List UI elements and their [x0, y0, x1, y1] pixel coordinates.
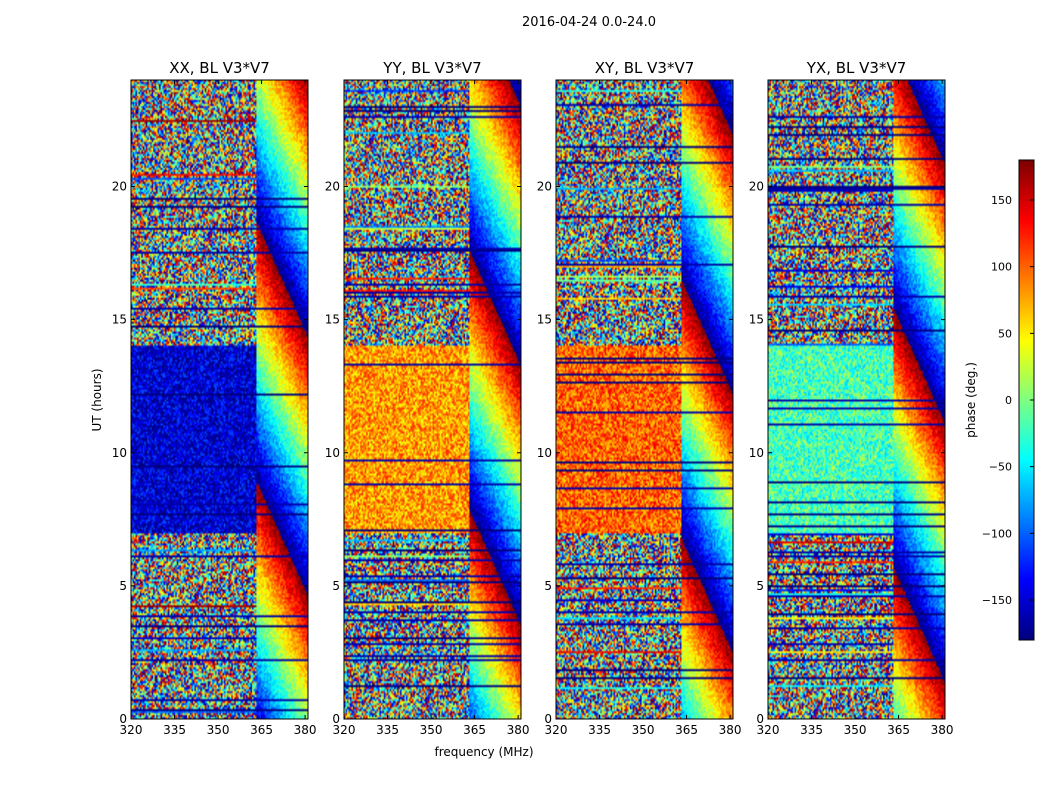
- panel-2: XY, BL V3*V7 320 335 350 365 380 0 5 10 15 20: [537, 59, 742, 737]
- axes-frame: [555, 79, 734, 720]
- y-tick-label: 0: [756, 712, 764, 726]
- axes-frame: [130, 79, 309, 720]
- x-tick-label: 350: [420, 723, 443, 737]
- axes-frame: [343, 79, 522, 720]
- y-tick-label: 0: [332, 712, 340, 726]
- panel-1: YY, BL V3*V7 320 335 350 365 380 0 5 10 15 20: [325, 59, 530, 737]
- y-tick-label: 5: [544, 579, 552, 593]
- x-tick-label: 365: [250, 723, 273, 737]
- y-tick-label: 0: [544, 712, 552, 726]
- y-tick-label: 10: [537, 446, 552, 460]
- heatmap-image: [768, 80, 945, 719]
- panel-title: XX, BL V3*V7: [169, 59, 270, 77]
- y-tick-label: 15: [325, 313, 340, 327]
- x-tick-label: 350: [632, 723, 655, 737]
- x-tick-label: 335: [588, 723, 611, 737]
- y-tick-label: 5: [332, 579, 340, 593]
- colorbar-gradient: [1019, 160, 1034, 640]
- y-tick-label: 10: [749, 446, 764, 460]
- y-tick-label: 5: [119, 579, 127, 593]
- colorbar-tick-label: 50: [998, 327, 1012, 340]
- x-tick-label: 380: [931, 723, 954, 737]
- x-tick-label: 335: [376, 723, 399, 737]
- x-tick-label: 365: [887, 723, 910, 737]
- panel-title: XY, BL V3*V7: [595, 59, 695, 77]
- figure-suptitle: 2016-04-24 0.0-24.0: [522, 15, 656, 30]
- colorbar-tick-label: −150: [982, 594, 1012, 607]
- heatmap-image: [131, 80, 308, 719]
- x-tick-label: 365: [463, 723, 486, 737]
- colorbar-label: phase (deg.): [964, 362, 978, 438]
- colorbar-tick-label: −100: [982, 527, 1012, 540]
- y-tick-label: 20: [749, 180, 764, 194]
- y-tick-label: 15: [112, 313, 127, 327]
- colorbar-tick-label: −50: [989, 461, 1012, 474]
- y-tick-label: 20: [112, 180, 127, 194]
- panel-title: YY, BL V3*V7: [382, 59, 481, 77]
- x-tick-label: 320: [757, 723, 780, 737]
- colorbar-tick-label: 0: [1005, 394, 1012, 407]
- y-tick-label: 15: [537, 313, 552, 327]
- colorbar-tick-label: 150: [991, 194, 1012, 207]
- y-tick-label: 10: [112, 446, 127, 460]
- x-tick-label: 335: [800, 723, 823, 737]
- y-axis-label: UT (hours): [90, 368, 104, 431]
- heatmap-image: [556, 80, 733, 719]
- heatmap-image: [344, 80, 521, 719]
- x-tick-label: 380: [719, 723, 742, 737]
- x-tick-label: 350: [844, 723, 867, 737]
- y-tick-label: 5: [756, 579, 764, 593]
- colorbar: phase (deg.) 150 100 50 0 −50 −100 −150: [964, 159, 1035, 641]
- y-tick-label: 20: [325, 180, 340, 194]
- x-tick-label: 365: [675, 723, 698, 737]
- x-tick-label: 320: [545, 723, 568, 737]
- panel-0: XX, BL V3*V7 320 335 350 365 380 0 5 10 15 20: [112, 59, 317, 737]
- x-tick-label: 380: [294, 723, 317, 737]
- y-tick-label: 20: [537, 180, 552, 194]
- y-tick-label: 0: [119, 712, 127, 726]
- y-tick-label: 15: [749, 313, 764, 327]
- panel-3: YX, BL V3*V7 320 335 350 365 380 0 5 10 15 20: [749, 59, 954, 737]
- y-tick-label: 10: [325, 446, 340, 460]
- x-tick-label: 380: [507, 723, 530, 737]
- colorbar-tick-label: 100: [991, 261, 1012, 274]
- x-tick-label: 335: [163, 723, 186, 737]
- x-tick-label: 320: [333, 723, 356, 737]
- axes-frame: [767, 79, 946, 720]
- x-tick-label: 350: [207, 723, 230, 737]
- panel-title: YX, BL V3*V7: [806, 59, 907, 77]
- x-tick-label: 320: [120, 723, 143, 737]
- x-axis-label: frequency (MHz): [434, 745, 533, 759]
